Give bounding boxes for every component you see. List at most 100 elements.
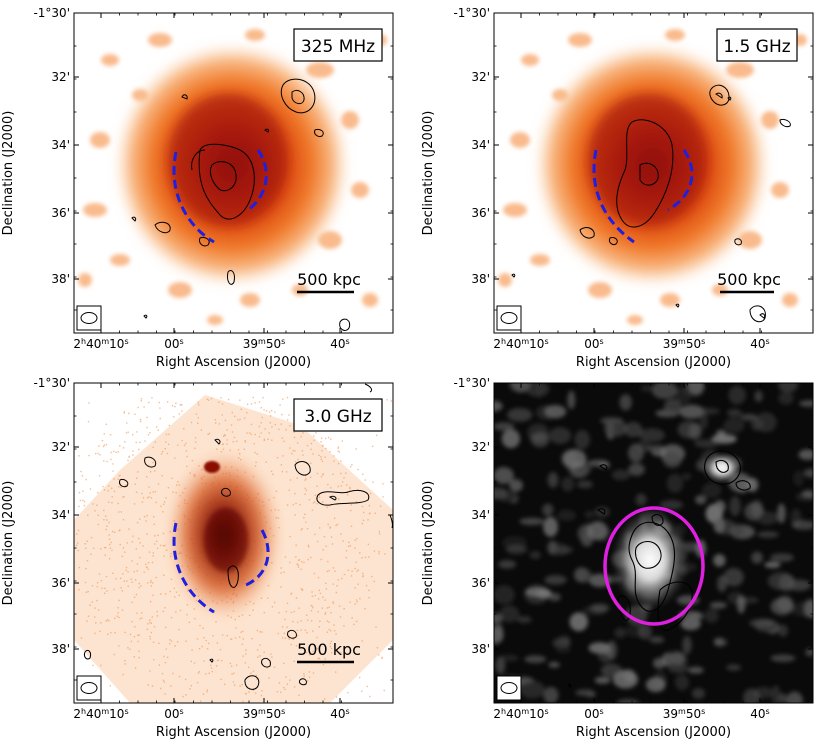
count-pixel bbox=[115, 578, 117, 580]
count-pixel bbox=[260, 432, 262, 434]
count-pixel bbox=[331, 652, 333, 654]
count-pixel bbox=[157, 483, 160, 485]
y-tick-label: 32' bbox=[51, 70, 70, 84]
count-pixel bbox=[234, 618, 236, 621]
count-pixel bbox=[283, 440, 285, 443]
count-pixel bbox=[91, 585, 94, 587]
count-pixel bbox=[146, 515, 148, 517]
count-pixel bbox=[117, 612, 119, 614]
panel-axes: 2h40m10s 00s 39m50s 40s -1°30' 32' 34' 36' 38' Ri… bbox=[1, 376, 393, 740]
count-pixel bbox=[165, 648, 167, 650]
count-pixel bbox=[142, 497, 145, 499]
count-pixel bbox=[86, 540, 88, 542]
y-tick-label: -1°30' bbox=[33, 376, 70, 390]
count-pixel bbox=[306, 444, 309, 447]
count-pixel bbox=[293, 431, 295, 433]
count-pixel bbox=[281, 437, 283, 439]
count-pixel bbox=[113, 478, 115, 480]
count-pixel bbox=[284, 688, 286, 691]
noise-blob bbox=[803, 468, 813, 478]
noise-blob bbox=[577, 480, 593, 489]
shock-arc bbox=[172, 522, 215, 614]
count-pixel bbox=[364, 556, 367, 558]
noise-blob bbox=[694, 439, 719, 448]
count-pixel bbox=[233, 436, 236, 439]
count-pixel bbox=[268, 432, 270, 434]
count-pixel bbox=[322, 444, 324, 447]
count-pixel bbox=[285, 676, 287, 678]
xray-image bbox=[74, 383, 393, 703]
count-pixel bbox=[163, 574, 165, 576]
count-pixel bbox=[330, 647, 333, 650]
count-pixel bbox=[330, 536, 333, 538]
count-pixel bbox=[292, 620, 294, 623]
count-pixel bbox=[248, 691, 250, 693]
count-pixel bbox=[103, 444, 106, 446]
count-pixel bbox=[216, 448, 218, 450]
count-pixel bbox=[143, 406, 145, 408]
count-pixel bbox=[78, 491, 81, 494]
count-pixel bbox=[258, 425, 261, 428]
count-pixel bbox=[141, 501, 144, 503]
count-pixel bbox=[318, 657, 321, 660]
count-pixel bbox=[156, 615, 159, 617]
count-pixel bbox=[174, 405, 176, 408]
count-pixel bbox=[303, 675, 305, 677]
count-pixel bbox=[77, 542, 79, 544]
noise-blob bbox=[694, 407, 720, 415]
count-pixel bbox=[216, 659, 219, 662]
count-pixel bbox=[340, 460, 342, 462]
count-pixel bbox=[276, 457, 279, 459]
count-pixel bbox=[147, 568, 149, 570]
x-axis-label: Right Ascension (J2000) bbox=[156, 355, 311, 370]
noise-blob bbox=[743, 688, 761, 703]
count-pixel bbox=[111, 487, 113, 489]
count-pixel bbox=[251, 638, 253, 640]
count-pixel bbox=[139, 618, 141, 620]
count-pixel bbox=[317, 611, 319, 613]
count-pixel bbox=[307, 619, 309, 621]
count-pixel bbox=[164, 448, 166, 450]
count-pixel bbox=[310, 610, 313, 612]
count-pixel bbox=[149, 638, 151, 640]
y-tick-label: 36' bbox=[51, 206, 70, 220]
count-pixel bbox=[210, 667, 213, 669]
count-pixel bbox=[120, 486, 122, 488]
count-pixel bbox=[199, 624, 201, 627]
count-pixel bbox=[146, 533, 148, 535]
count-pixel bbox=[109, 547, 112, 549]
noise-blob bbox=[754, 390, 763, 403]
shock-arc-east bbox=[667, 149, 694, 212]
count-pixel bbox=[119, 445, 121, 447]
noise-blob bbox=[594, 676, 611, 684]
count-pixel bbox=[153, 523, 155, 525]
x-tick-label: 39m50s bbox=[243, 337, 286, 352]
count-pixel bbox=[229, 449, 231, 452]
count-pixel bbox=[206, 691, 208, 693]
count-pixel bbox=[94, 510, 96, 512]
panel-a-label: 325 MHz bbox=[301, 37, 375, 57]
count-pixel bbox=[113, 653, 115, 656]
count-pixel bbox=[140, 400, 142, 402]
count-pixel bbox=[326, 570, 329, 573]
count-pixel bbox=[295, 461, 297, 463]
count-pixel bbox=[277, 632, 279, 635]
count-pixel bbox=[232, 441, 235, 443]
count-pixel bbox=[198, 671, 200, 673]
count-pixel bbox=[286, 396, 289, 399]
noise-blob bbox=[561, 449, 587, 468]
count-pixel bbox=[97, 452, 99, 455]
noise-blob bbox=[674, 674, 690, 691]
count-pixel bbox=[310, 556, 312, 559]
count-pixel bbox=[96, 586, 99, 588]
count-pixel bbox=[146, 426, 148, 429]
count-pixel bbox=[220, 678, 222, 681]
noise-blob bbox=[805, 648, 813, 657]
count-pixel bbox=[230, 638, 232, 641]
count-pixel bbox=[378, 530, 380, 533]
count-pixel bbox=[268, 411, 271, 413]
count-pixel bbox=[297, 564, 300, 566]
count-pixel bbox=[153, 626, 156, 628]
count-pixel bbox=[336, 585, 338, 587]
count-pixel bbox=[194, 447, 196, 449]
